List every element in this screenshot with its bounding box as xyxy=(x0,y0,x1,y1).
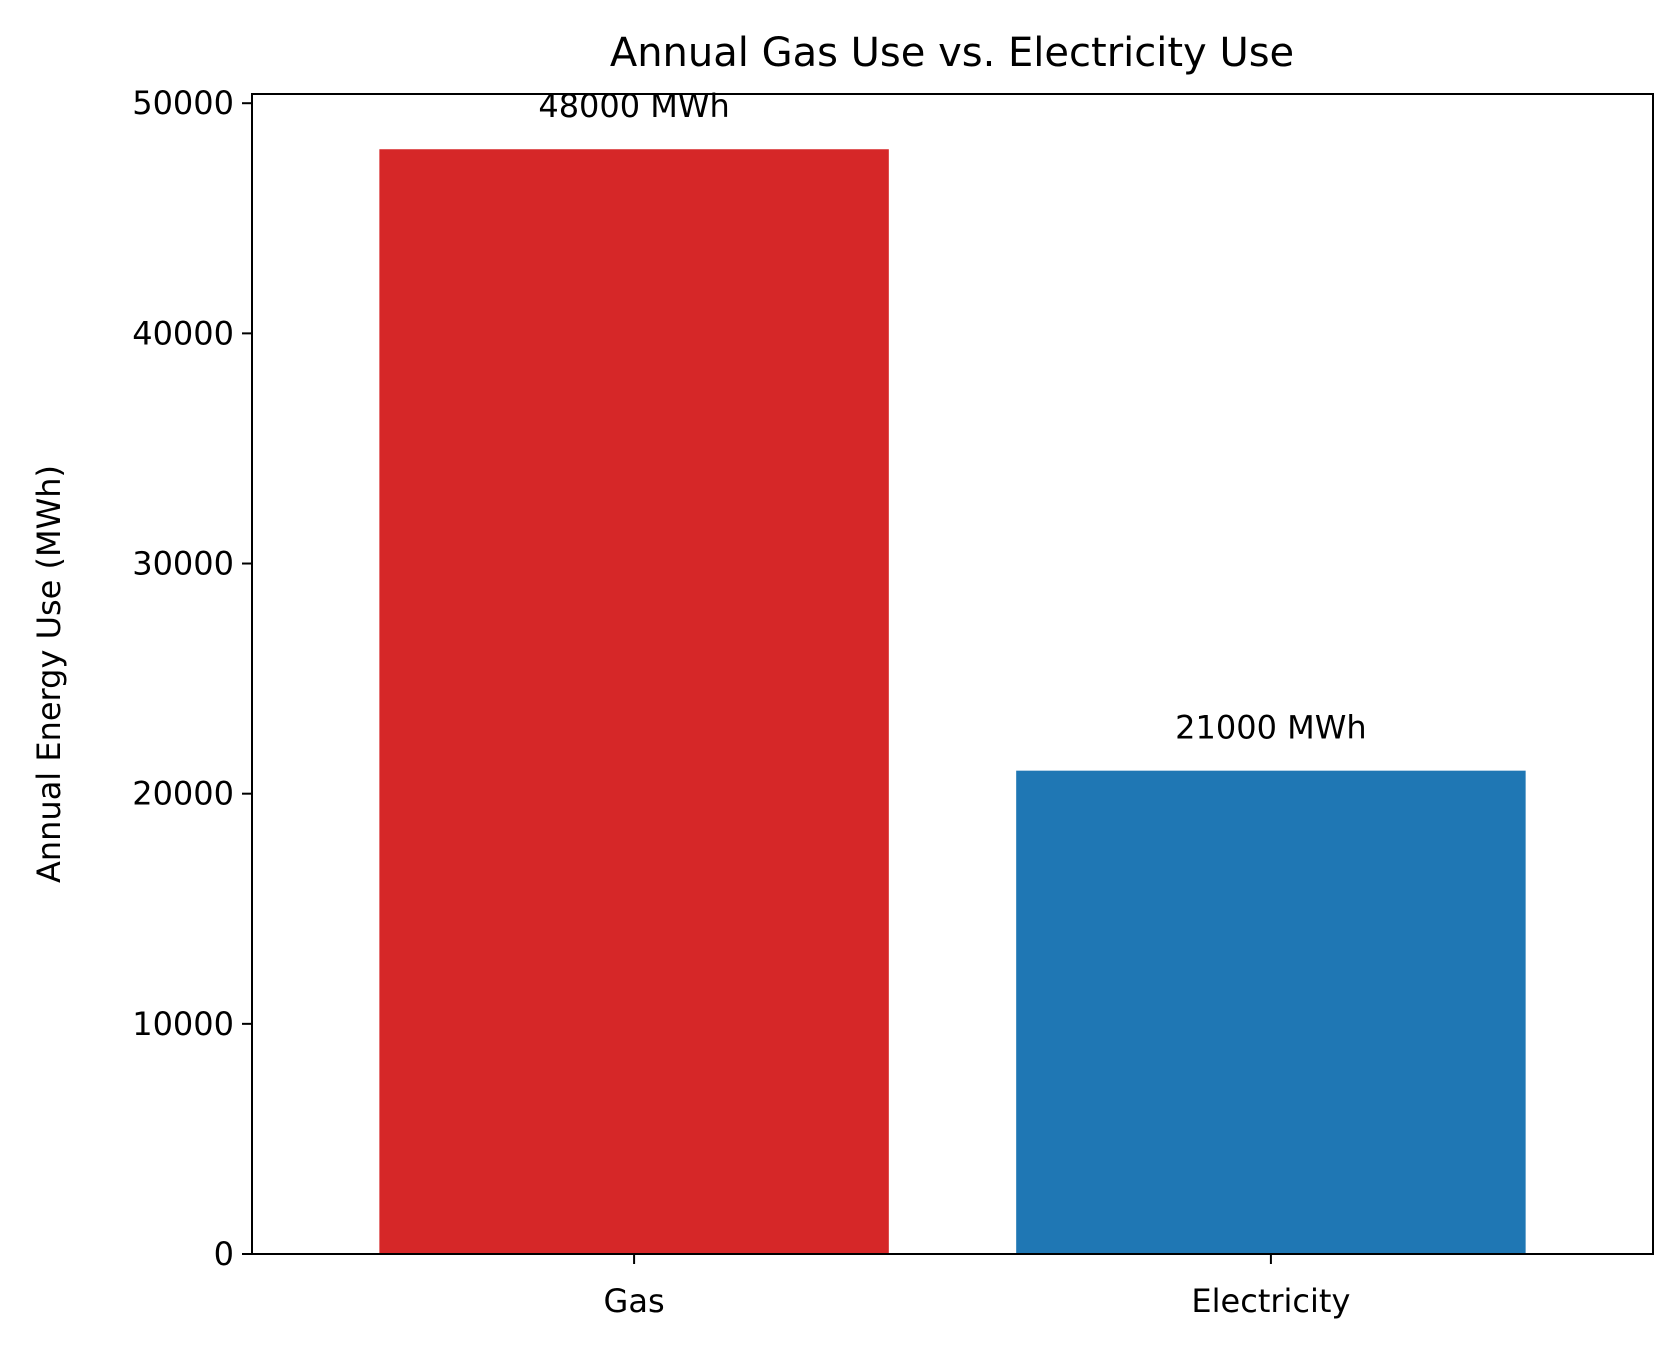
y-tick-label-30000: 30000 xyxy=(132,545,234,583)
x-tick-label-gas: Gas xyxy=(604,1282,665,1320)
y-tick-label-50000: 50000 xyxy=(132,84,234,122)
plot-frame xyxy=(251,93,1654,1255)
x-axis-ticks: Gas Electricity xyxy=(604,1254,1350,1320)
bars-group xyxy=(379,149,1526,1255)
y-tick-label-10000: 10000 xyxy=(132,1005,234,1043)
data-label-gas: 48000 MWh xyxy=(538,87,730,125)
y-axis-label: Annual Energy Use (MWh) xyxy=(30,465,68,883)
y-tick-label-40000: 40000 xyxy=(132,314,234,352)
chart-title: Annual Gas Use vs. Electricity Use xyxy=(610,30,1294,76)
bar-gas xyxy=(379,149,889,1255)
bar-electricity xyxy=(1016,770,1526,1254)
y-tick-label-0: 0 xyxy=(214,1235,234,1273)
x-tick-label-electricity: Electricity xyxy=(1191,1282,1350,1320)
y-axis-ticks: 0 10000 20000 30000 40000 50000 xyxy=(132,84,252,1273)
y-tick-label-20000: 20000 xyxy=(132,775,234,813)
data-label-electricity: 21000 MWh xyxy=(1175,709,1367,747)
